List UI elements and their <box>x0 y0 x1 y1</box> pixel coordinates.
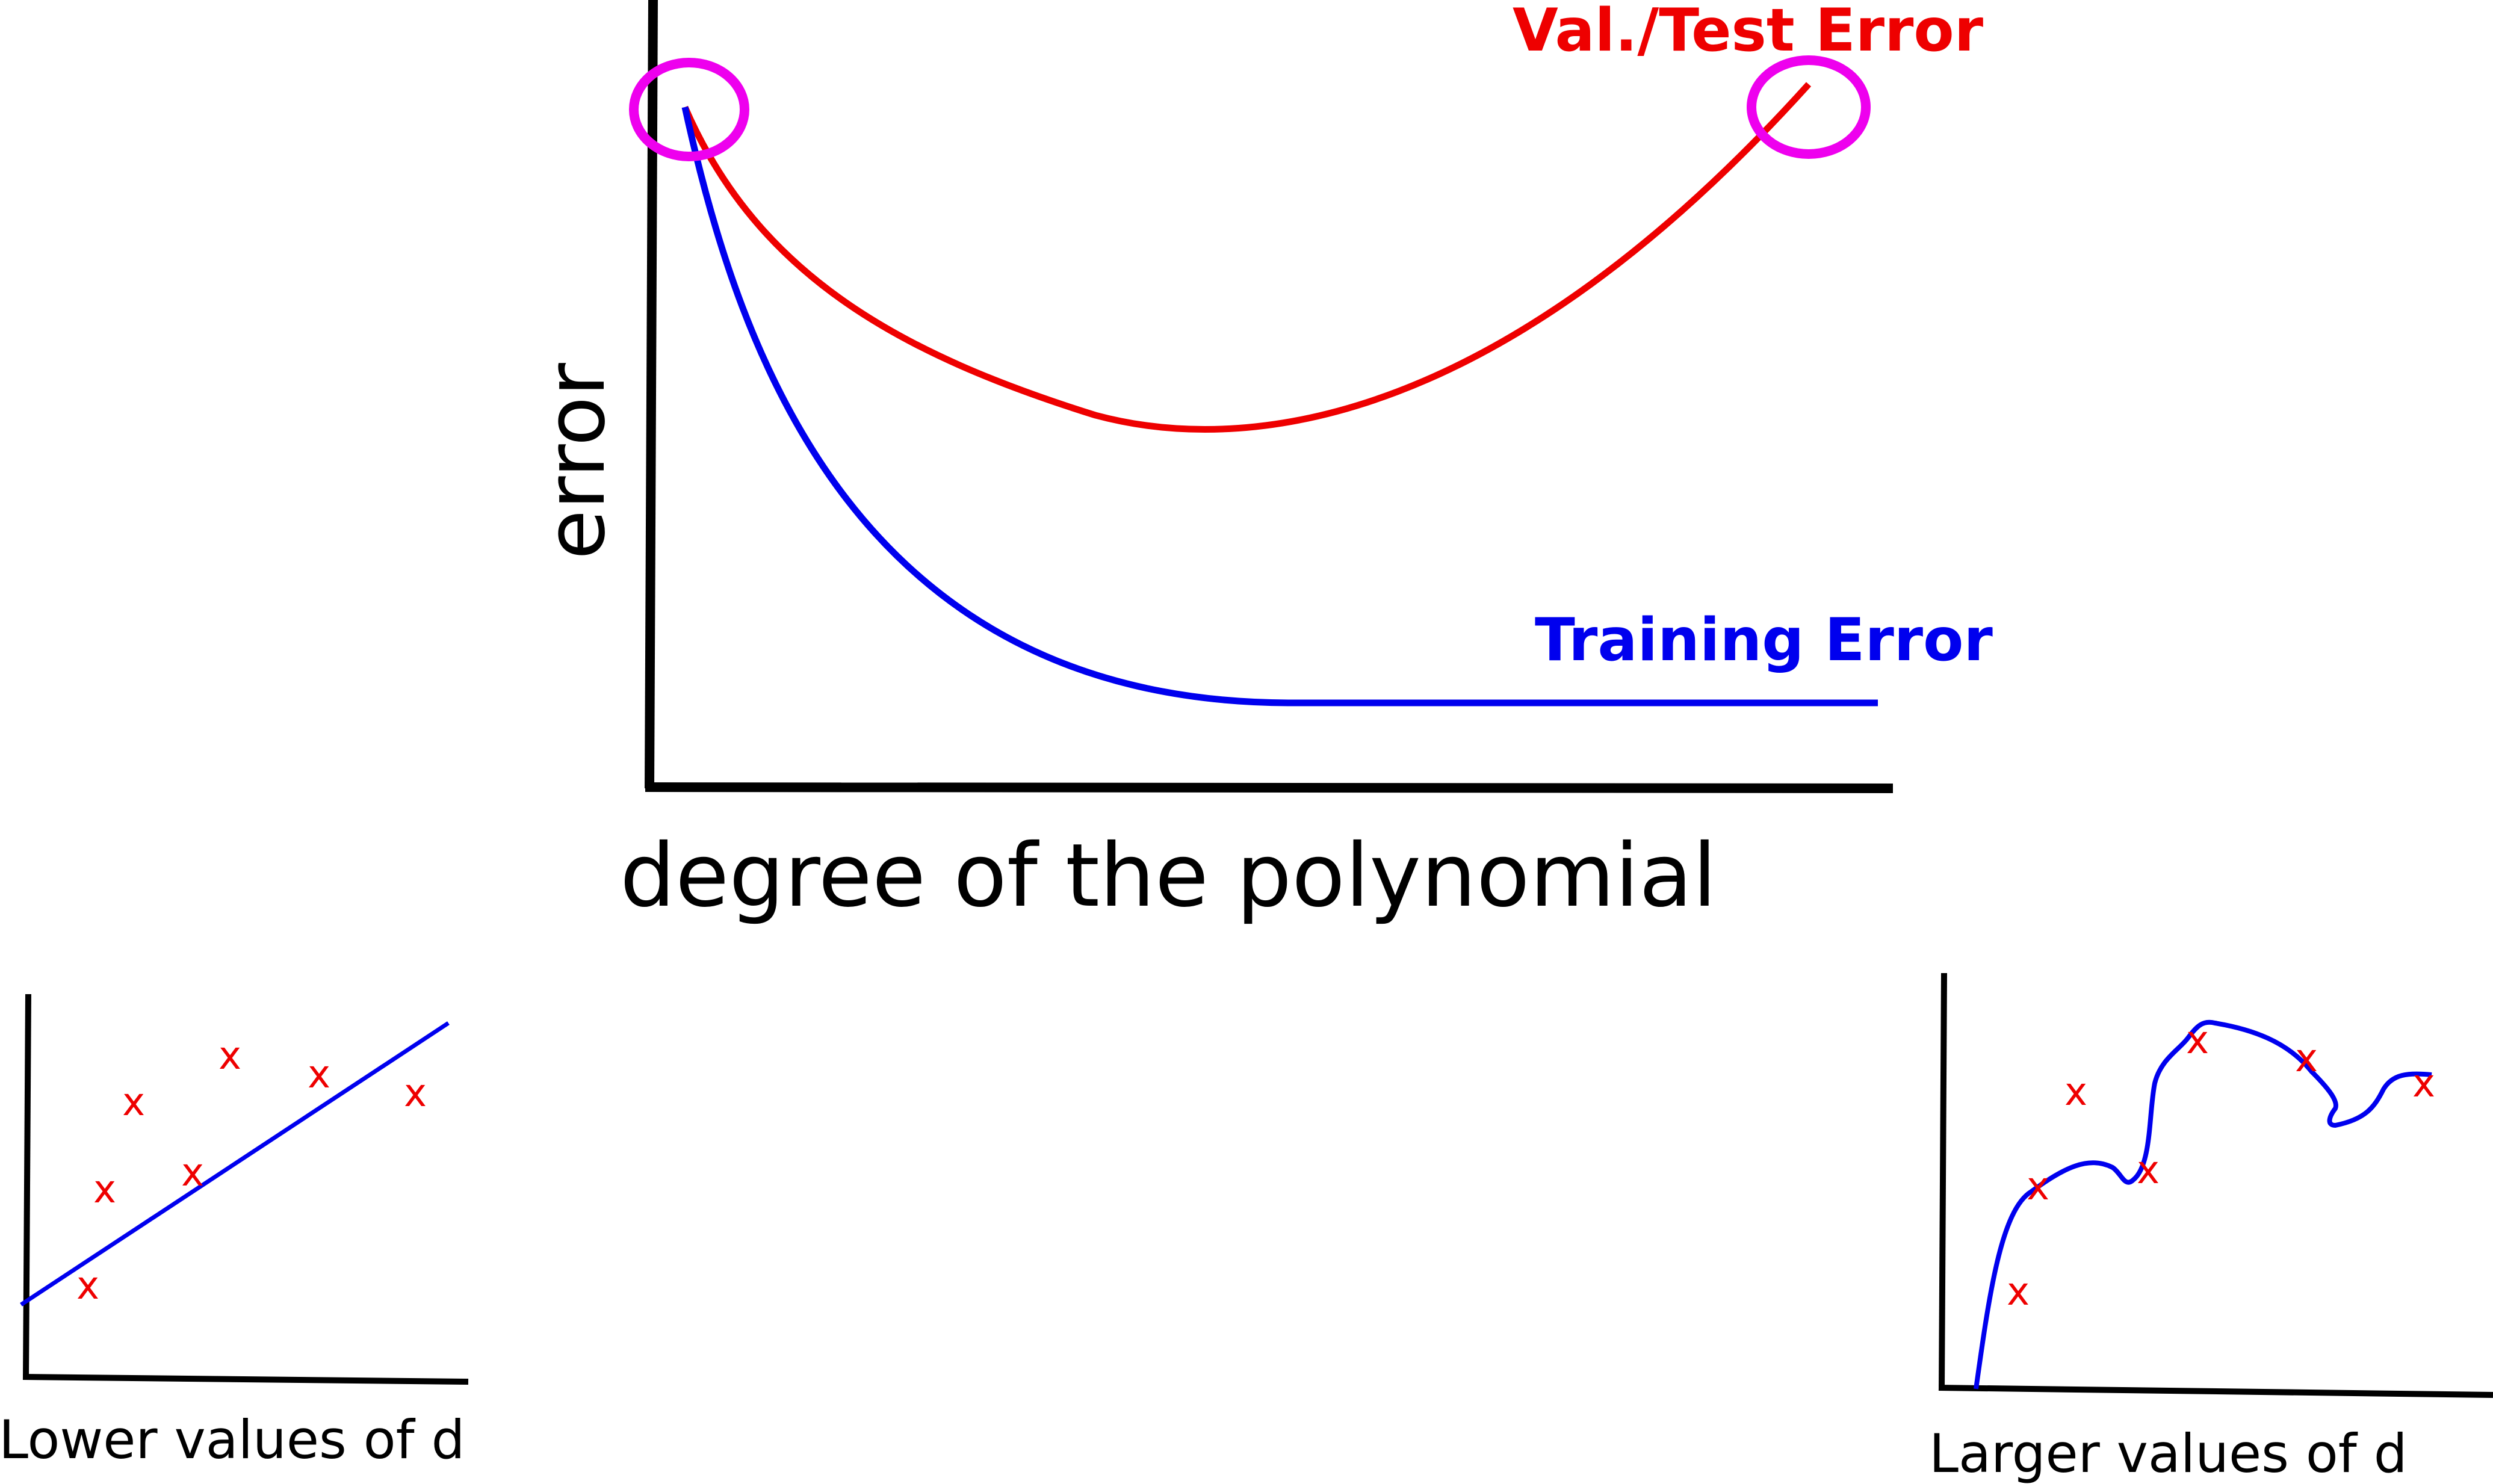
right-inset-plot: x x x x x x x Larger values of d <box>1929 972 2493 1484</box>
right-inset-x-axis <box>1938 1385 2493 1398</box>
main-x-axis-label: degree of the polynomial <box>620 825 1717 927</box>
left-inset-data-point: x <box>218 1034 241 1078</box>
left-inset-data-point: x <box>404 1071 427 1116</box>
training-error-curve <box>681 106 1878 706</box>
left-inset-fit-line <box>20 1021 450 1306</box>
right-inset-data-point: x <box>2027 1164 2049 1209</box>
val-test-error-label: Val./Test Error <box>1513 0 1984 65</box>
right-inset-y-axis <box>1939 972 1947 1390</box>
left-inset-data-point: x <box>76 1264 99 1308</box>
right-inset-data-point: x <box>2137 1148 2160 1193</box>
right-inset-data-point: x <box>2186 1018 2209 1063</box>
training-error-label: Training Error <box>1535 606 1993 675</box>
left-inset-data-point: x <box>93 1167 116 1212</box>
right-inset-data-point: x <box>2295 1036 2318 1081</box>
right-highlight-circle <box>1747 55 1871 159</box>
left-inset-y-axis <box>23 994 31 1379</box>
main-x-axis <box>645 782 1894 793</box>
left-highlight-circle <box>629 58 749 161</box>
left-inset-data-point: x <box>181 1151 204 1195</box>
left-inset-caption: Lower values of d <box>0 1409 465 1471</box>
main-plot: Val./Test Error Training Error degree of… <box>528 0 1993 927</box>
right-inset-data-point: x <box>2064 1070 2087 1115</box>
left-inset-data-point: x <box>122 1080 145 1125</box>
right-inset-caption: Larger values of d <box>1929 1423 2408 1484</box>
main-y-axis <box>645 0 658 789</box>
left-inset-plot: x x x x x x x Lower values of d <box>0 994 469 1471</box>
right-inset-fit-curve <box>1974 1019 2432 1390</box>
val-test-error-curve <box>681 82 1812 433</box>
main-y-axis-label: error <box>528 363 623 560</box>
right-inset-data-point: x <box>2412 1062 2435 1106</box>
left-inset-x-axis <box>22 1374 469 1385</box>
right-inset-data-point: x <box>2007 1270 2030 1314</box>
left-inset-data-point: x <box>308 1053 330 1097</box>
